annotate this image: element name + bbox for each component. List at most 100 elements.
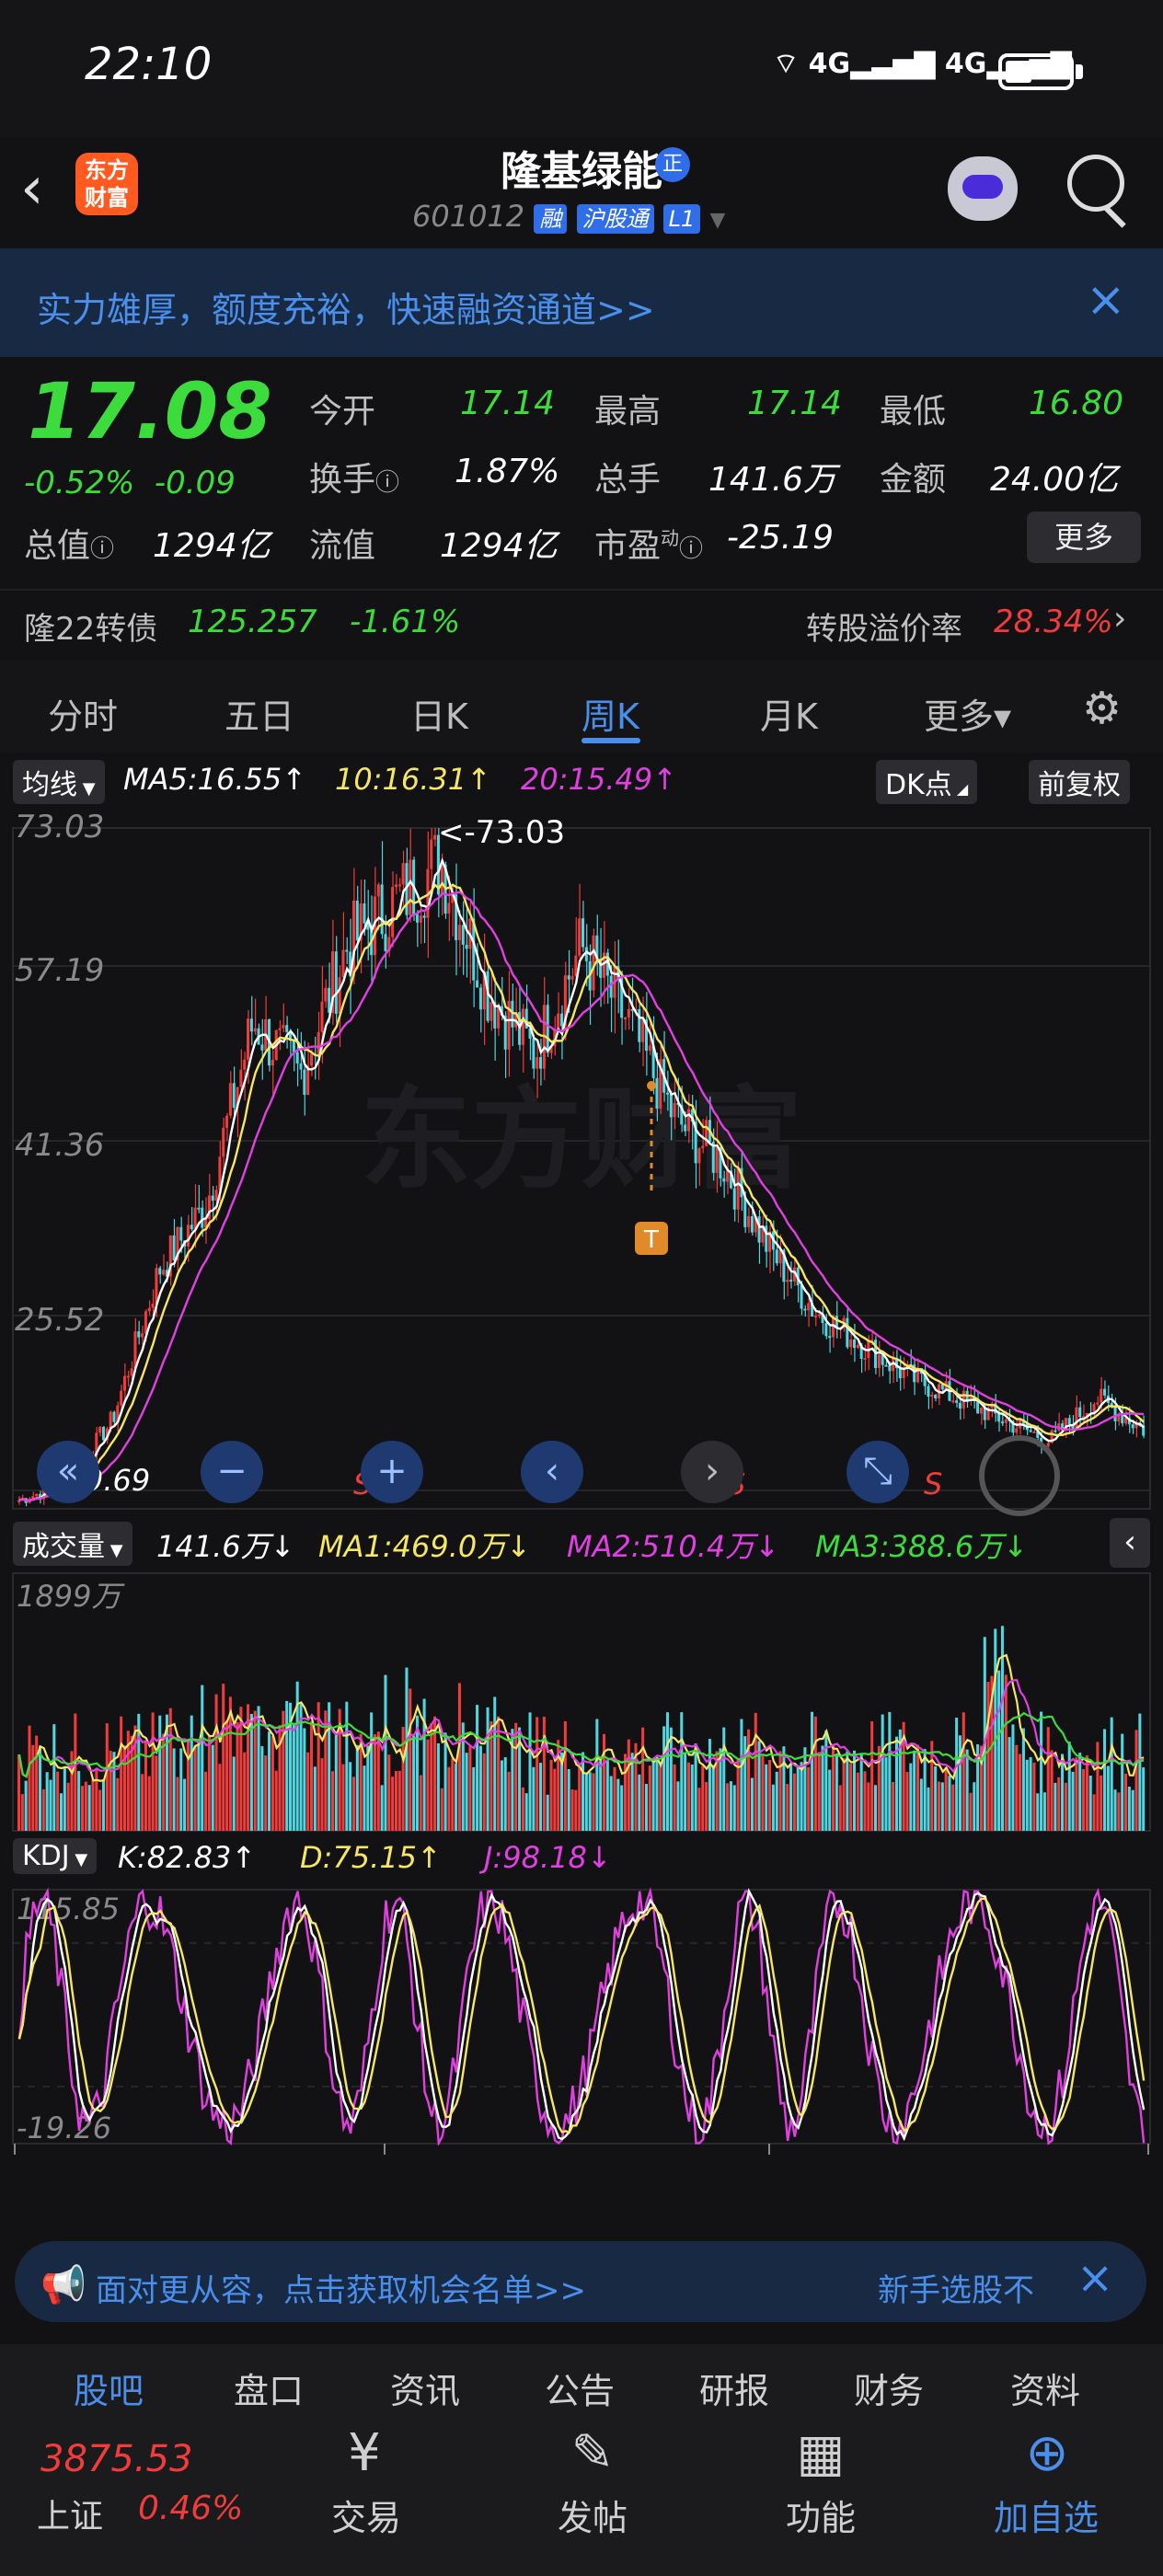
candle-body [1071,1424,1075,1430]
volume-bar [595,1719,599,1831]
active-tab-indicator [582,738,640,743]
nav-function[interactable]: 功能 [786,2498,857,2538]
tab-orderbook[interactable]: 盘口 [234,2371,305,2411]
function-icon[interactable]: ▦ [796,2423,846,2483]
candle-body [1050,1430,1054,1443]
candle-body [116,1405,120,1422]
close-icon[interactable]: × [1086,272,1126,328]
search-icon[interactable] [1067,155,1124,212]
chevron-down-icon[interactable]: ▼ [709,209,726,232]
candle-body [955,1400,959,1403]
zoom-out-button[interactable]: − [201,1441,263,1503]
candle-body [1117,1413,1121,1421]
info-icon[interactable]: ⓘ [375,469,400,497]
candle-body [1131,1424,1134,1429]
info-icon[interactable]: ⓘ [679,535,704,563]
candle-body [768,1231,772,1252]
candle-body [98,1427,102,1433]
candle-body [888,1365,892,1372]
volume-dropdown[interactable]: 成交量 ▼ [13,1522,132,1566]
trade-icon[interactable]: ¥ [348,2423,381,2483]
volume-bar [599,1760,603,1831]
signal-icon: ▂▃▅▇ [850,48,936,80]
scroll-left-fast-button[interactable]: « [37,1441,99,1503]
bottom-promo-right[interactable]: 新手选股不 [878,2272,1034,2309]
nav-trade[interactable]: 交易 [331,2498,402,2538]
volume-bar [232,1756,236,1831]
nav-post[interactable]: 发帖 [558,2498,628,2538]
candle-body [592,935,595,991]
candle-body [676,1102,680,1105]
volume-bar [397,1770,401,1831]
candle-body [419,915,422,923]
tab-more[interactable]: 更多▾ [924,696,1012,737]
volume-bar [532,1766,535,1831]
vol-ma1-value: MA1:469.0万↓ [318,1529,532,1564]
drag-handle[interactable] [979,1435,1060,1516]
bottom-promo-text[interactable]: 面对更从容，点击获取机会名单>> [96,2272,586,2309]
tab-financials[interactable]: 财务 [854,2371,925,2411]
ma-line [18,891,1145,1502]
tab-daily-k[interactable]: 日K [410,696,468,737]
zoom-in-button[interactable]: + [361,1441,423,1503]
candle-body [747,1215,751,1227]
volume-bar [1092,1794,1096,1831]
ma-dropdown[interactable]: 均线 ▼ [13,760,105,804]
post-icon[interactable]: ✎ [570,2423,615,2483]
index-value[interactable]: 3875.53 [40,2438,193,2480]
fullscreen-icon[interactable]: ⤡ [846,1441,909,1503]
price-frame [12,827,1151,1510]
tab-news[interactable]: 资讯 [390,2371,461,2411]
tab-five-day[interactable]: 五日 [225,696,295,737]
volume-bar [282,1710,285,1831]
promo-text[interactable]: 实力雄厚，额度充裕，快速融资通道>> [37,290,655,330]
volume-bar [546,1794,549,1831]
scroll-left-button[interactable]: ‹ [521,1441,583,1503]
tab-intraday[interactable]: 分时 [48,696,119,737]
premium-label[interactable]: 转股溢价率 [806,611,962,648]
candle-body [451,894,455,903]
volume-bar [892,1782,895,1831]
volume-bar [620,1785,624,1831]
volume-bar [218,1764,222,1831]
tab-research[interactable]: 研报 [699,2371,770,2411]
collapse-icon[interactable]: ‹ [1110,1518,1150,1568]
volume-value: 141.6万 [708,461,837,499]
chevron-right-icon[interactable]: › [1113,600,1127,638]
adjust-button[interactable]: 前复权 [1029,760,1130,804]
nav-add-watch[interactable]: 加自选 [994,2498,1100,2538]
candle-body [1029,1430,1032,1432]
add-watch-icon[interactable]: ⊕ [1025,2423,1069,2483]
volume-bar [832,1744,835,1831]
candle-body [193,1207,197,1230]
dk-point-button[interactable]: DK点 ◢ [876,760,978,804]
index-name[interactable]: 上证 [37,2498,104,2536]
tab-announcements[interactable]: 公告 [545,2371,616,2411]
kline-chart[interactable]: 1899万 115.85 -19.26 东方财富 73.03 57.19 41.36 25… [0,810,1163,2167]
kdj-dropdown[interactable]: KDJ ▼ [13,1838,98,1874]
tab-weekly-k[interactable]: 周K [582,696,639,737]
candle-body [521,1008,524,1045]
info-icon[interactable]: ⓘ [90,535,115,563]
candle-body [482,971,486,1010]
back-icon[interactable]: ‹ [20,155,44,223]
promo-banner[interactable] [0,248,1163,357]
tab-monthly-k[interactable]: 月K [760,696,818,737]
gear-icon[interactable]: ⚙ [1082,683,1123,734]
scroll-right-button[interactable]: › [681,1441,743,1503]
bond-name[interactable]: 隆22转债 [24,611,158,648]
volume-bar [306,1752,310,1831]
tab-profile[interactable]: 资料 [1010,2371,1081,2411]
candle-body [518,1012,522,1045]
tab-forum[interactable]: 股吧 [74,2371,144,2411]
t-marker: T [635,1081,668,1255]
candle-body [705,1120,708,1146]
volume-bar [1067,1742,1071,1831]
candle-body [740,1167,743,1198]
more-button[interactable]: 更多 [1027,512,1141,563]
bottom-promo-banner[interactable] [15,2241,1146,2322]
close-icon[interactable]: × [1077,2252,1114,2304]
candle-body [863,1358,867,1361]
app-logo[interactable]: 东方 财富 [75,153,138,215]
volume-bar [91,1778,95,1831]
